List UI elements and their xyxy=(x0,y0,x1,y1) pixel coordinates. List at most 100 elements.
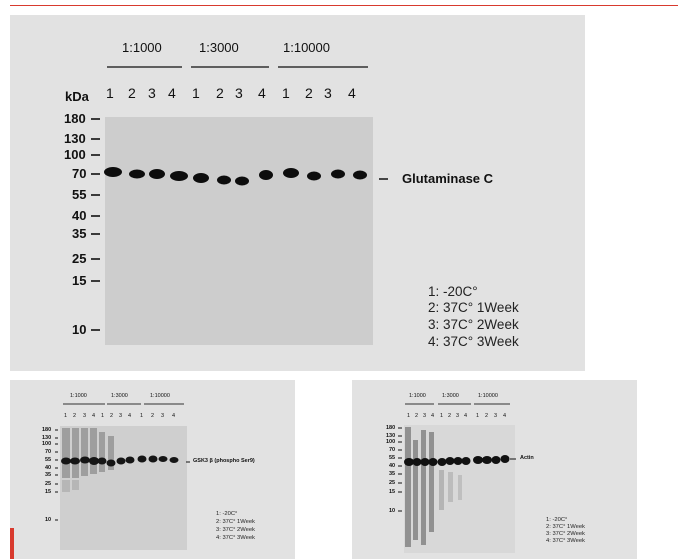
lane-label: 2 xyxy=(151,413,155,419)
marker-label: 70 xyxy=(72,166,87,181)
dilution-label: 1:10000 xyxy=(283,40,330,55)
lane-label: 2 xyxy=(415,413,419,419)
legend-item: 4: 37C° 3Week xyxy=(546,538,585,544)
marker-label: 55 xyxy=(389,455,396,461)
lane-label: 4 xyxy=(503,413,507,419)
marker-label: 100 xyxy=(386,439,396,445)
marker-label: 25 xyxy=(72,251,87,266)
dilution-label: 1:10000 xyxy=(478,393,498,399)
lane-label: 2 xyxy=(110,413,114,419)
dilution-label: 1:1000 xyxy=(409,393,426,399)
marker-label: 25 xyxy=(389,480,396,486)
legend-item: 2: 37C° 1Week xyxy=(546,524,585,530)
membrane xyxy=(105,117,373,345)
lane-label: 1 xyxy=(192,85,200,101)
dilution-label: 1:1000 xyxy=(122,40,162,55)
legend-item: 3: 37C° 2Week xyxy=(428,317,519,332)
lane-label: 4 xyxy=(92,413,96,419)
legend-item: 1: -20C° xyxy=(546,517,568,523)
legend-item: 4: 37C° 3Week xyxy=(428,334,519,349)
lane-label: 1 xyxy=(476,413,480,419)
marker-label: 100 xyxy=(42,441,52,447)
marker-label: 15 xyxy=(45,489,52,495)
marker-label: 10 xyxy=(389,508,396,514)
lane-label: 3 xyxy=(148,85,156,101)
lane-label: 4 xyxy=(258,85,266,101)
lane-label: 3 xyxy=(119,413,123,419)
marker-label: 55 xyxy=(72,187,87,202)
lane-label: 4 xyxy=(168,85,176,101)
marker-label: 10 xyxy=(45,517,52,523)
bands xyxy=(104,167,367,186)
western-blot-main: 1:1000 1:3000 1:10000 kDa 1 2 3 4 1 2 3 … xyxy=(10,15,585,371)
smear xyxy=(405,427,462,547)
header-rule xyxy=(10,5,678,6)
lane-label: 3 xyxy=(83,413,87,419)
marker-label: 35 xyxy=(389,471,396,477)
legend-item: 4: 37C° 3Week xyxy=(216,535,255,541)
marker-label: 15 xyxy=(389,489,396,495)
bands xyxy=(404,455,510,466)
lane-label: 1 xyxy=(106,85,114,101)
marker-label: 40 xyxy=(389,463,396,469)
marker-label: 180 xyxy=(64,111,86,126)
blot-left-graphics xyxy=(55,403,190,550)
dilution-label: 1:10000 xyxy=(150,393,170,399)
legend-item: 3: 37C° 2Week xyxy=(546,531,585,537)
marker-label: 130 xyxy=(42,435,52,441)
band-label: GSK3 β (phospho Ser9) xyxy=(193,458,255,464)
lane-label: 4 xyxy=(431,413,435,419)
lane-label: 2 xyxy=(448,413,452,419)
marker-label: 35 xyxy=(72,226,87,241)
legend-item: 2: 37C° 1Week xyxy=(428,300,519,315)
blot-main-graphics xyxy=(91,66,388,345)
lane-label: 1 xyxy=(140,413,144,419)
legend-item: 3: 37C° 2Week xyxy=(216,527,255,533)
legend-item: 2: 37C° 1Week xyxy=(216,519,255,525)
marker-label: 55 xyxy=(45,457,52,463)
lane-label: 2 xyxy=(216,85,224,101)
lane-label: 4 xyxy=(128,413,132,419)
accent-bar xyxy=(10,528,14,559)
lane-label: 4 xyxy=(348,85,356,101)
kda-title: kDa xyxy=(65,89,89,104)
marker-label: 40 xyxy=(45,465,52,471)
marker-label: 40 xyxy=(72,208,87,223)
lane-label: 2 xyxy=(485,413,489,419)
lane-label: 2 xyxy=(305,85,313,101)
lane-label: 2 xyxy=(128,85,136,101)
lane-label: 4 xyxy=(172,413,176,419)
marker-label: 15 xyxy=(72,273,87,288)
legend-item: 1: -20C° xyxy=(428,284,478,299)
lane-label: 1 xyxy=(282,85,290,101)
lane-label: 2 xyxy=(73,413,77,419)
lane-label: 3 xyxy=(423,413,427,419)
marker-label: 180 xyxy=(386,425,396,431)
dilution-label: 1:1000 xyxy=(70,393,87,399)
lane-label: 1 xyxy=(407,413,411,419)
bands xyxy=(61,455,179,467)
marker-label: 130 xyxy=(64,131,86,146)
western-blot-right: 1:1000 1:3000 1:10000 1 2 3 4 1 2 3 4 1 … xyxy=(352,380,637,559)
marker-label: 70 xyxy=(389,447,396,453)
marker-label: 100 xyxy=(64,147,86,162)
lane-label: 3 xyxy=(161,413,165,419)
dilution-label: 1:3000 xyxy=(111,393,128,399)
lane-label: 4 xyxy=(464,413,468,419)
dilution-label: 1:3000 xyxy=(442,393,459,399)
marker-ticks xyxy=(398,427,402,512)
marker-ticks xyxy=(55,429,58,521)
smear xyxy=(62,428,114,492)
lane-label: 1 xyxy=(64,413,68,419)
marker-ticks xyxy=(91,118,100,331)
western-blot-left: 1:1000 1:3000 1:10000 1 2 3 4 1 2 3 4 1 … xyxy=(10,380,295,559)
marker-label: 25 xyxy=(45,481,52,487)
band-label: Actin xyxy=(520,455,534,461)
marker-label: 180 xyxy=(42,427,52,433)
marker-label: 35 xyxy=(45,472,52,478)
band-label: Glutaminase C xyxy=(402,171,494,186)
lane-label: 3 xyxy=(494,413,498,419)
lane-label: 1 xyxy=(440,413,444,419)
lane-label: 1 xyxy=(101,413,105,419)
marker-label: 130 xyxy=(386,433,396,439)
